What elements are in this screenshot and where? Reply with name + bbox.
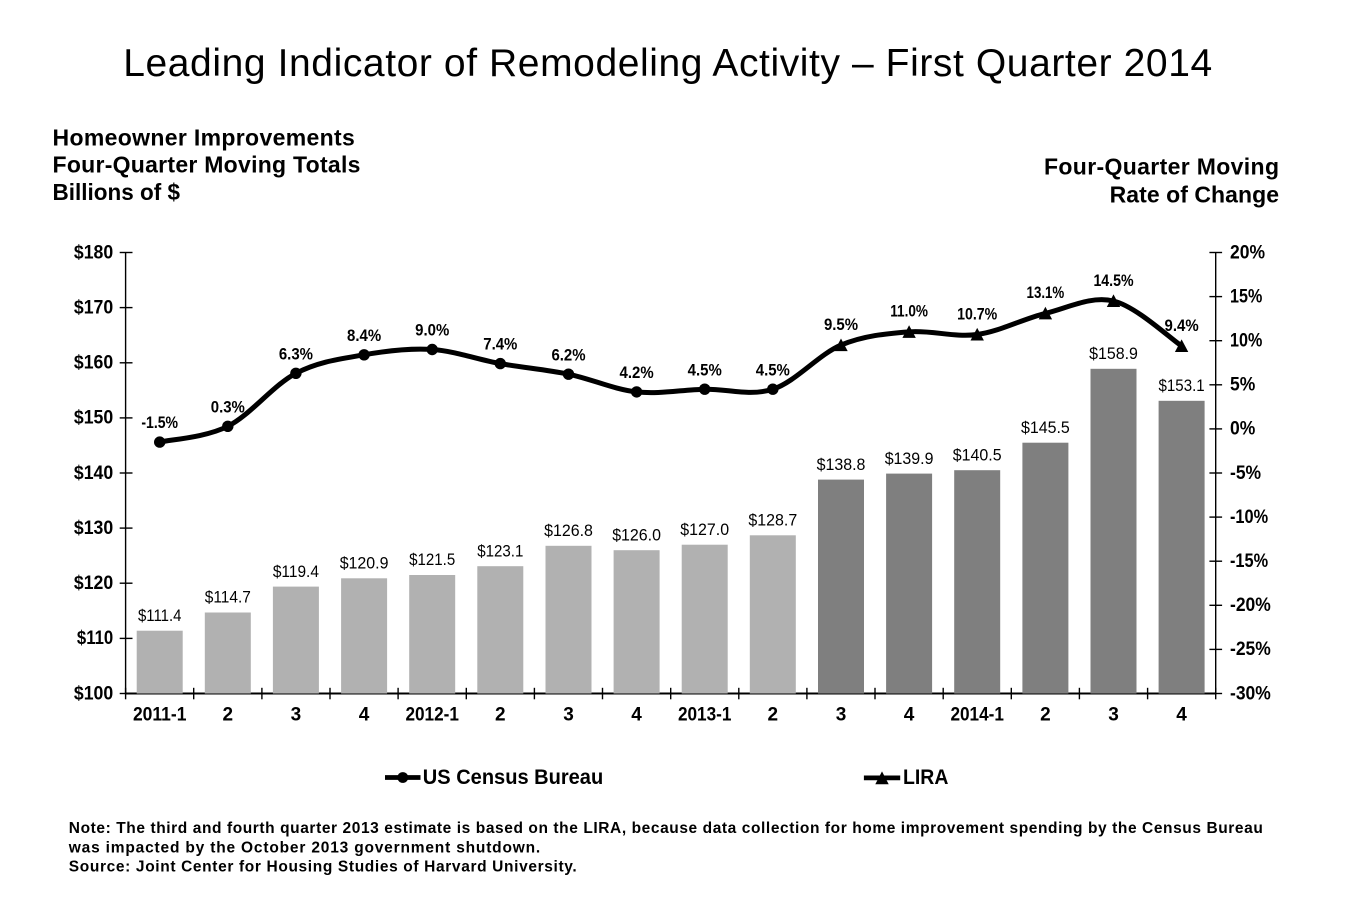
svg-text:-20%: -20% [1230, 595, 1271, 616]
svg-text:$138.8: $138.8 [817, 455, 866, 474]
svg-text:7.4%: 7.4% [483, 335, 517, 354]
svg-text:0%: 0% [1230, 419, 1255, 440]
svg-text:4: 4 [359, 705, 370, 726]
svg-text:2014-1: 2014-1 [950, 705, 1004, 726]
svg-text:$128.7: $128.7 [748, 511, 797, 530]
svg-text:$119.4: $119.4 [273, 562, 319, 581]
svg-text:$170: $170 [74, 297, 113, 318]
svg-text:$114.7: $114.7 [205, 588, 251, 607]
svg-text:4: 4 [631, 705, 642, 726]
svg-text:Rate of Change: Rate of Change [1110, 182, 1279, 208]
svg-text:4.2%: 4.2% [620, 363, 654, 382]
svg-text:$111.4: $111.4 [138, 606, 182, 625]
svg-text:10%: 10% [1230, 331, 1262, 352]
svg-text:$150: $150 [74, 408, 113, 429]
svg-text:US Census Bureau: US Census Bureau [423, 765, 603, 789]
svg-text:6.3%: 6.3% [279, 344, 313, 363]
svg-text:3: 3 [563, 705, 574, 726]
svg-text:-15%: -15% [1230, 551, 1268, 572]
svg-text:$126.8: $126.8 [544, 521, 593, 540]
svg-text:$100: $100 [74, 683, 113, 704]
svg-text:15%: 15% [1230, 286, 1262, 307]
svg-text:$139.9: $139.9 [885, 449, 934, 468]
svg-text:14.5%: 14.5% [1093, 271, 1133, 290]
svg-text:0.3%: 0.3% [211, 397, 245, 416]
svg-text:$140: $140 [74, 463, 113, 484]
svg-text:LIRA: LIRA [903, 765, 948, 789]
svg-text:2: 2 [768, 705, 779, 726]
svg-text:2: 2 [495, 705, 506, 726]
svg-text:-25%: -25% [1230, 639, 1271, 660]
svg-text:Billions of $: Billions of $ [53, 179, 181, 205]
svg-text:$160: $160 [74, 353, 113, 374]
svg-text:4: 4 [1176, 705, 1187, 726]
svg-text:20%: 20% [1230, 242, 1265, 263]
svg-text:2011-1: 2011-1 [133, 705, 187, 726]
svg-text:-1.5%: -1.5% [141, 413, 178, 432]
svg-text:$123.1: $123.1 [477, 541, 523, 560]
svg-text:5%: 5% [1230, 375, 1255, 396]
svg-text:Homeowner Improvements: Homeowner Improvements [53, 124, 355, 150]
svg-text:Leading Indicator of Remodelin: Leading Indicator of Remodeling Activity… [123, 42, 1212, 85]
svg-text:8.4%: 8.4% [347, 326, 381, 345]
svg-text:was impacted by the October 20: was impacted by the October 2013 governm… [68, 839, 540, 856]
svg-text:-10%: -10% [1230, 507, 1268, 528]
svg-text:Source: Joint Center for Housi: Source: Joint Center for Housing Studies… [69, 859, 577, 876]
svg-text:3: 3 [291, 705, 302, 726]
svg-text:$153.1: $153.1 [1159, 376, 1205, 395]
svg-text:9.5%: 9.5% [824, 315, 858, 334]
svg-text:$130: $130 [74, 518, 113, 539]
svg-text:Note: The third and fourth qua: Note: The third and fourth quarter 2013 … [69, 820, 1263, 837]
svg-text:11.0%: 11.0% [890, 302, 928, 321]
svg-text:2: 2 [223, 705, 234, 726]
svg-text:-5%: -5% [1230, 463, 1261, 484]
svg-text:4.5%: 4.5% [688, 360, 722, 379]
svg-text:$140.5: $140.5 [953, 445, 1002, 464]
svg-text:3: 3 [1108, 705, 1119, 726]
svg-text:$126.0: $126.0 [612, 525, 661, 544]
svg-text:$121.5: $121.5 [409, 550, 455, 569]
svg-text:10.7%: 10.7% [957, 304, 997, 323]
svg-text:$180: $180 [74, 242, 113, 263]
svg-text:4.5%: 4.5% [756, 360, 790, 379]
svg-text:$127.0: $127.0 [680, 520, 729, 539]
svg-text:$110: $110 [77, 628, 113, 649]
svg-text:$120: $120 [74, 573, 113, 594]
svg-text:Four-Quarter Moving Totals: Four-Quarter Moving Totals [53, 152, 361, 178]
svg-text:9.4%: 9.4% [1165, 316, 1199, 335]
svg-text:2013-1: 2013-1 [678, 705, 732, 726]
svg-text:2: 2 [1040, 705, 1051, 726]
svg-text:Four-Quarter Moving: Four-Quarter Moving [1044, 154, 1279, 180]
svg-text:2012-1: 2012-1 [405, 705, 459, 726]
svg-text:$145.5: $145.5 [1021, 418, 1070, 437]
svg-text:-30%: -30% [1230, 683, 1271, 704]
svg-text:3: 3 [836, 705, 847, 726]
svg-text:6.2%: 6.2% [551, 345, 585, 364]
svg-text:$120.9: $120.9 [340, 554, 389, 573]
svg-text:13.1%: 13.1% [1027, 283, 1065, 302]
svg-text:9.0%: 9.0% [415, 321, 449, 340]
svg-text:$158.9: $158.9 [1089, 344, 1138, 363]
svg-text:4: 4 [904, 705, 915, 726]
